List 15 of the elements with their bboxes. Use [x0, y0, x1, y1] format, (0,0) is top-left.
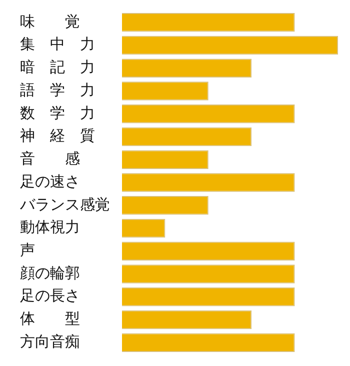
y-tick-label: バランス感覚 [19, 195, 110, 214]
y-tick-label: 音 感 [20, 150, 80, 168]
y-tick-label: 声 [20, 240, 35, 259]
y-tick-label: 集 中 力 [20, 35, 95, 54]
y-tick-label: 味 覚 [20, 12, 80, 30]
y-tick-label: 体 型 [20, 310, 80, 328]
y-tick-label: 神 経 質 [20, 126, 95, 145]
y-tick-label: 暗 記 力 [20, 58, 95, 76]
y-tick-label: 足の速さ [20, 172, 80, 190]
y-tick-label: 語 学 力 [20, 80, 95, 99]
y-tick-label: 顔の輪郭 [20, 264, 80, 282]
y-tick-label: 方向音痴 [20, 332, 80, 350]
y-tick-label: 動体視力 [20, 218, 80, 236]
y-tick-label: 数 学 力 [20, 104, 95, 122]
y-tick-label: 足の長さ [20, 286, 80, 305]
